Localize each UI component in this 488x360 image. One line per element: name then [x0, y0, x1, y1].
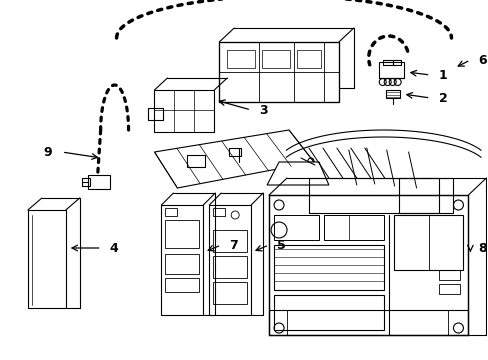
Bar	[273, 245, 383, 290]
Text: 1: 1	[438, 68, 447, 81]
Text: 3: 3	[259, 104, 267, 117]
Bar	[378, 62, 403, 78]
Bar	[438, 270, 460, 280]
Bar	[268, 310, 468, 335]
Text: 6: 6	[477, 54, 486, 67]
Text: 5: 5	[277, 239, 285, 252]
Bar	[154, 90, 214, 132]
Bar	[213, 208, 225, 216]
Bar	[273, 295, 383, 330]
Text: 8: 8	[477, 242, 486, 255]
Bar	[165, 208, 177, 216]
Bar	[147, 108, 163, 120]
Bar	[273, 215, 318, 240]
Bar	[87, 175, 109, 189]
Bar	[323, 215, 383, 240]
Bar	[187, 155, 205, 167]
Bar	[398, 178, 452, 213]
Bar	[219, 42, 338, 102]
Text: 7: 7	[229, 239, 238, 252]
Polygon shape	[266, 162, 328, 185]
Bar	[279, 162, 318, 184]
Bar	[268, 195, 468, 335]
Bar	[165, 254, 199, 274]
Bar	[161, 205, 203, 315]
Bar	[392, 60, 400, 65]
Bar	[308, 178, 438, 213]
Bar	[213, 282, 246, 304]
Bar	[229, 148, 241, 156]
Bar	[262, 50, 289, 68]
Bar	[227, 50, 255, 68]
Bar	[438, 284, 460, 294]
Text: 9: 9	[43, 145, 52, 158]
Bar	[165, 220, 199, 248]
Bar	[81, 178, 89, 186]
Text: 4: 4	[109, 242, 118, 255]
Bar	[382, 60, 392, 65]
Bar	[296, 50, 320, 68]
Bar	[28, 210, 66, 308]
Bar	[165, 278, 199, 292]
Bar	[213, 256, 246, 278]
Polygon shape	[154, 130, 313, 188]
Bar	[385, 90, 399, 98]
Bar	[209, 205, 251, 315]
Text: 2: 2	[438, 91, 447, 104]
Bar	[213, 230, 246, 252]
Bar	[393, 215, 463, 270]
